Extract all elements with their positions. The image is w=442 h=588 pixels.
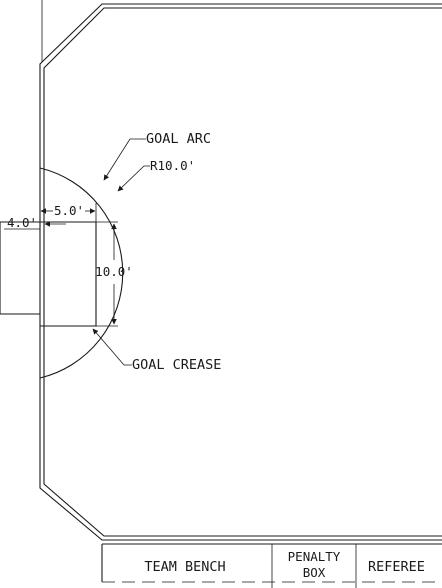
dim-depth-label: 4.0' (7, 215, 37, 230)
dim-height-label: 10.0' (95, 264, 133, 279)
penalty-box-label-line1: PENALTY (288, 549, 341, 564)
goal-crease (40, 221, 97, 327)
dim-width-label: 5.0' (54, 203, 84, 218)
bench-table (101, 543, 442, 588)
goal-crease-leader (92, 328, 132, 366)
goal-arc-leader (103, 138, 146, 181)
radius-leader (117, 165, 150, 192)
rink-inner-boundary (43, 7, 442, 537)
team-bench-label: TEAM BENCH (144, 559, 225, 575)
goal-arc-label: GOAL ARC (146, 131, 211, 147)
referee-label: REFEREE (368, 559, 425, 575)
rink-outer-boundary (39, 3, 442, 541)
goal-crease-label: GOAL CREASE (132, 357, 221, 373)
penalty-box-label-line2: BOX (303, 565, 326, 580)
goal-net (0, 221, 40, 315)
goal-arc (39, 167, 124, 379)
radius-label: R10.0' (150, 158, 195, 173)
